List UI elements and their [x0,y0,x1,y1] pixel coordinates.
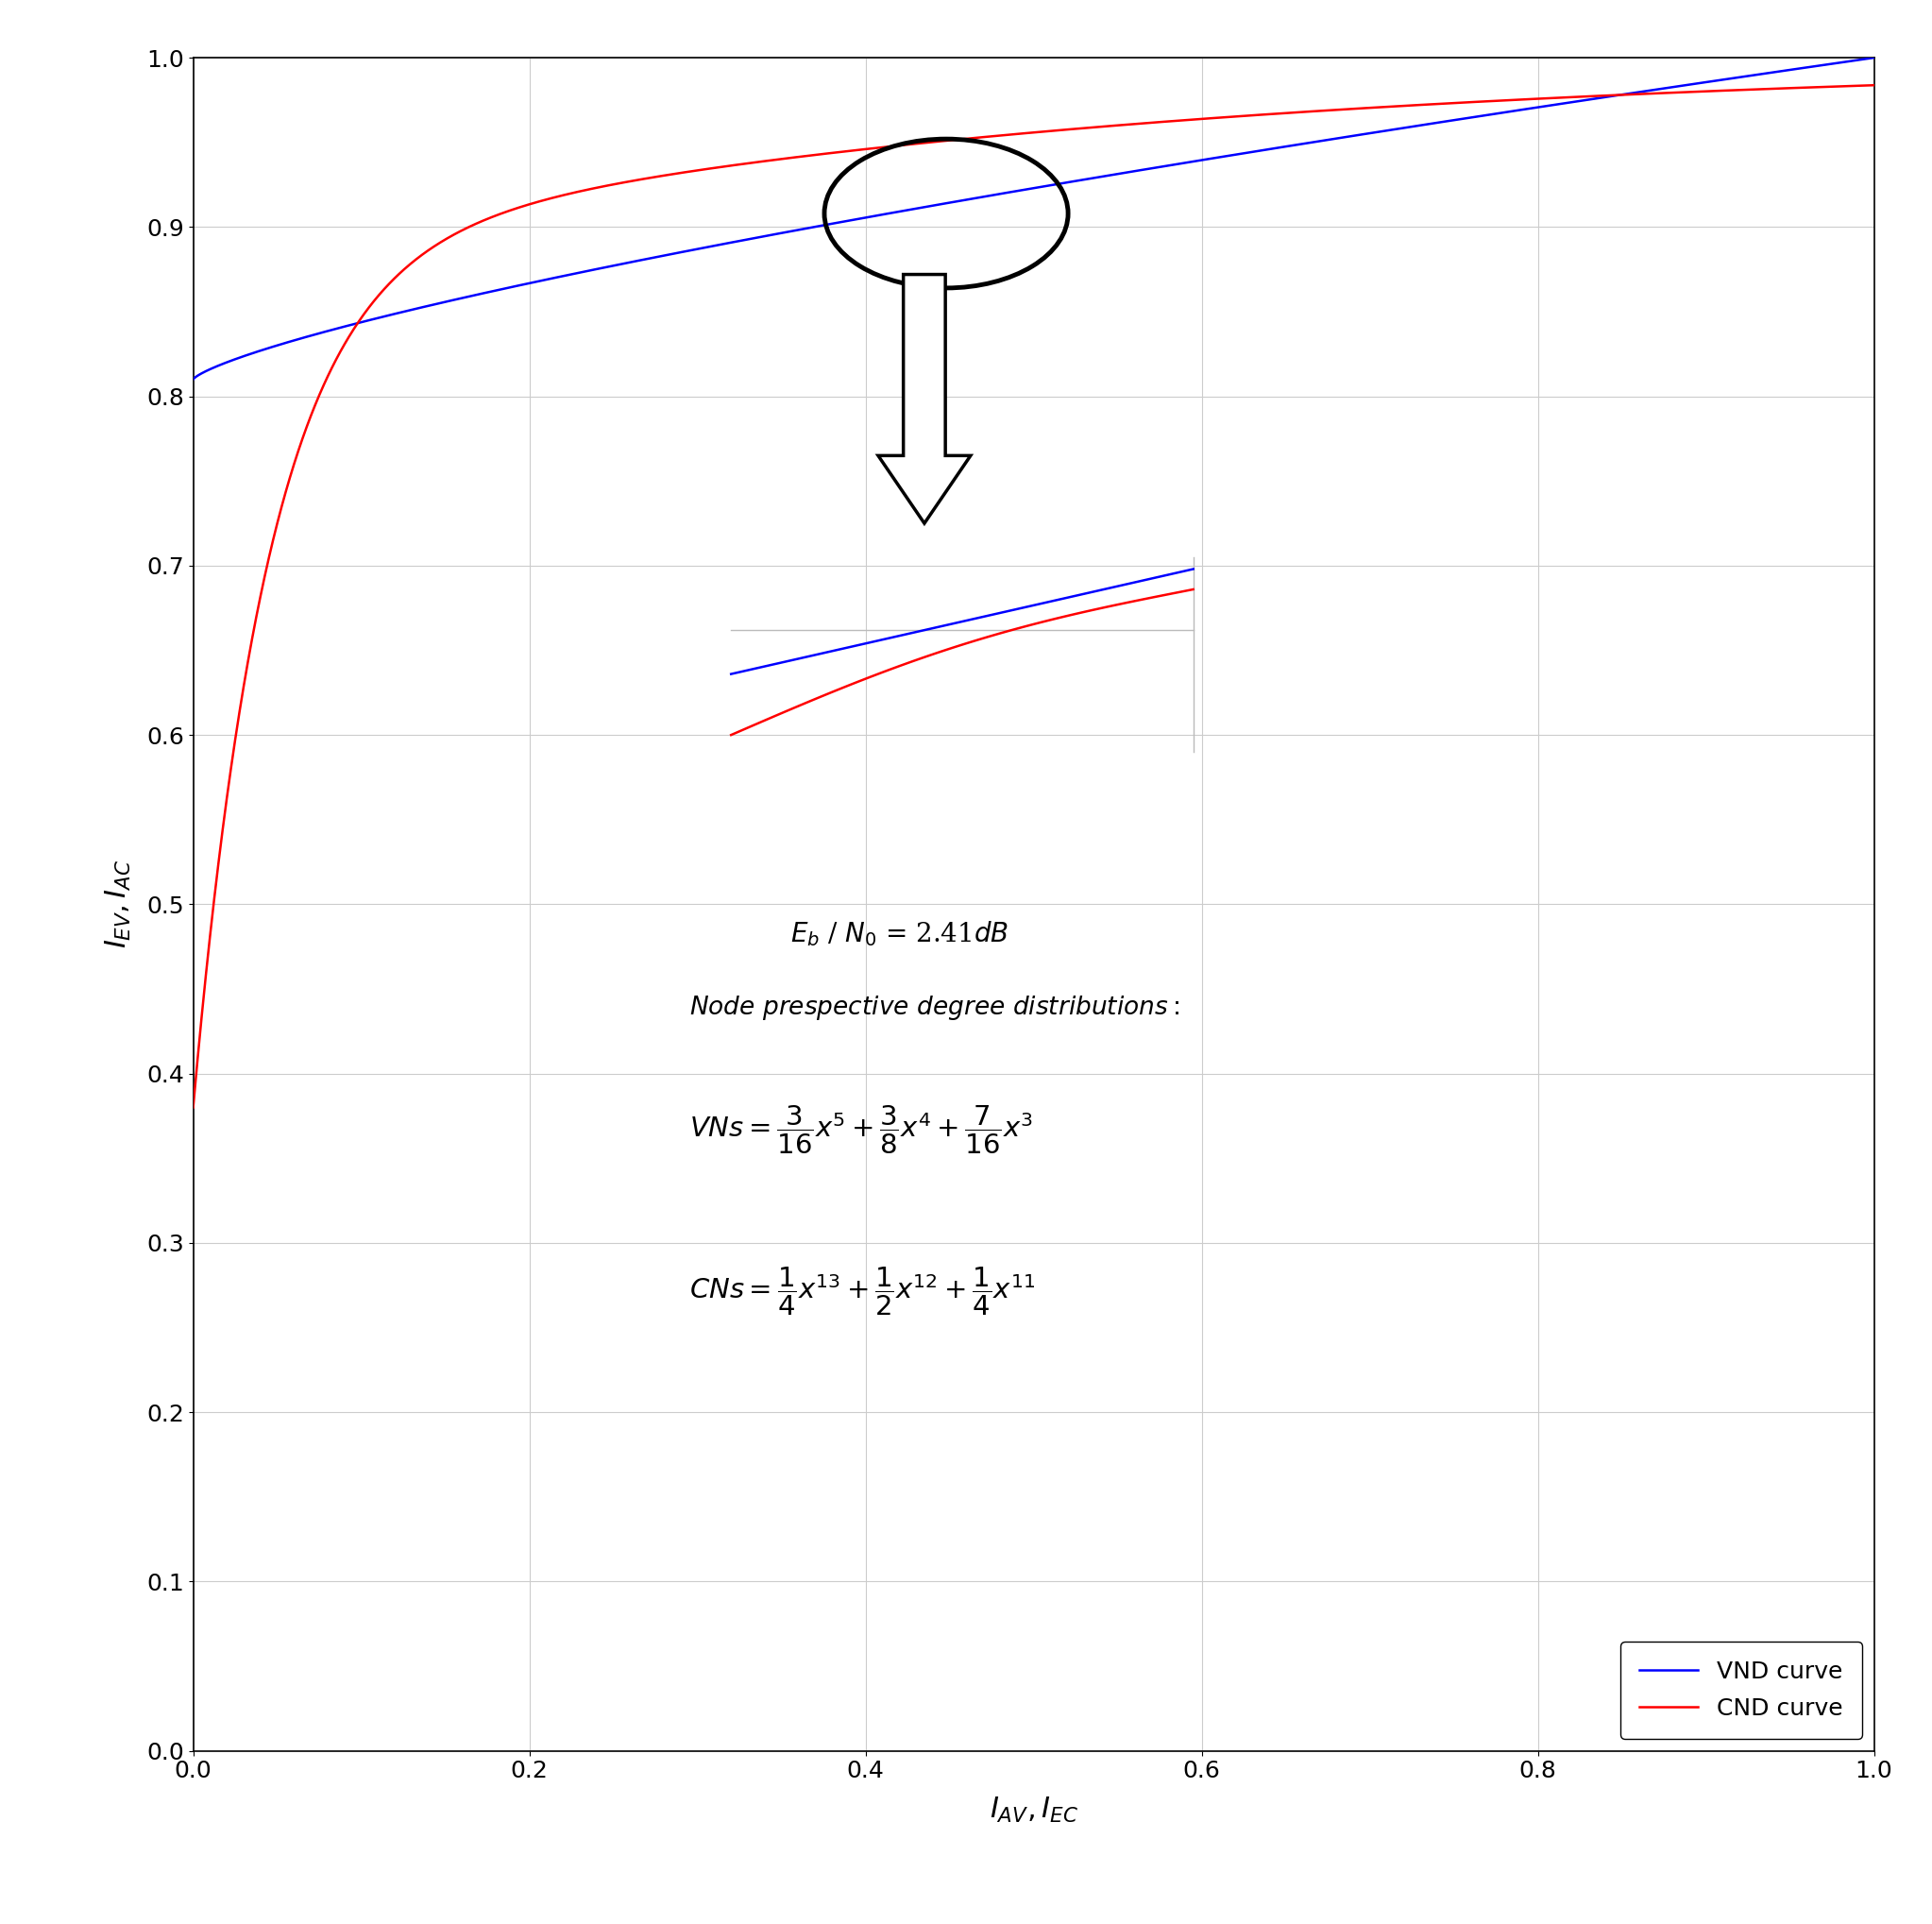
VND curve [999,181,1022,204]
Text: $\it{E_b}$ / $\it{N_0}$ = 2.41$\it{dB}$: $\it{E_b}$ / $\it{N_0}$ = 2.41$\it{dB}$ [790,920,1009,949]
VND curve [1862,46,1886,69]
Line: CND curve: CND curve [193,85,1874,1108]
Y-axis label: $I_{EV},I_{AC}$: $I_{EV},I_{AC}$ [104,860,133,949]
Legend: VND curve, CND curve: VND curve, CND curve [1621,1641,1862,1739]
CND curve [954,127,978,150]
Line: VND curve: VND curve [193,58,1874,379]
Text: $\it{CNs} = \dfrac{1}{4}x^{13} + \dfrac{1}{2}x^{12} + \dfrac{1}{4}x^{11}$: $\it{CNs} = \dfrac{1}{4}x^{13} + \dfrac{… [690,1266,1036,1318]
X-axis label: $I_{AV},I_{EC}$: $I_{AV},I_{EC}$ [989,1795,1078,1826]
CND curve [267,506,290,529]
CND curve [1814,75,1837,98]
Text: $\it{VNs} = \dfrac{3}{16}x^5 + \dfrac{3}{8}x^4 + \dfrac{7}{16}x^3$: $\it{VNs} = \dfrac{3}{16}x^5 + \dfrac{3}… [690,1104,1034,1156]
CND curve [1812,75,1835,98]
CND curve [1862,73,1886,96]
VND curve [1814,54,1837,77]
VND curve [182,367,205,391]
VND curve [1812,54,1835,77]
VND curve [1505,98,1528,121]
VND curve [267,333,290,356]
FancyArrow shape [879,275,970,523]
CND curve [999,123,1022,146]
VND curve [954,189,978,212]
CND curve [1505,89,1528,112]
Text: $\it{Node\ prespective\ degree\ distributions:}$: $\it{Node\ prespective\ degree\ distribu… [690,993,1179,1022]
CND curve [182,1097,205,1120]
